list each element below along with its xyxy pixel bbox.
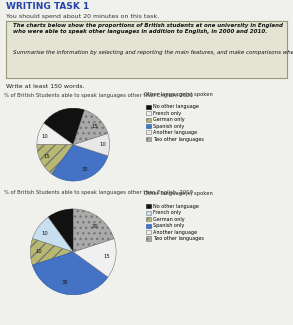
Wedge shape	[33, 252, 108, 295]
Text: 15: 15	[92, 124, 98, 129]
Wedge shape	[52, 145, 108, 181]
Text: Summarise the information by selecting and reporting the main features, and make: Summarise the information by selecting a…	[13, 49, 293, 55]
Wedge shape	[37, 145, 73, 174]
Wedge shape	[37, 123, 73, 145]
Text: Write at least 150 words.: Write at least 150 words.	[6, 84, 84, 89]
Text: You should spend about 20 minutes on this task.: You should spend about 20 minutes on thi…	[6, 14, 159, 19]
Text: WRITING TASK 1: WRITING TASK 1	[6, 2, 89, 11]
Text: 30: 30	[81, 167, 88, 172]
Text: 20: 20	[58, 117, 65, 122]
Text: 10: 10	[42, 134, 48, 139]
Legend: No other language, French only, German only, Spanish only, Another language, Two: No other language, French only, German o…	[146, 104, 204, 142]
Wedge shape	[73, 110, 108, 145]
Text: 10: 10	[57, 220, 64, 225]
Text: Other language(s) spoken: Other language(s) spoken	[144, 191, 212, 196]
Text: 35: 35	[62, 280, 69, 285]
Text: 20: 20	[91, 224, 98, 229]
Wedge shape	[33, 217, 73, 252]
Text: % of British Students able to speak languages other than English, 2010: % of British Students able to speak lang…	[4, 190, 193, 195]
Text: % of British Students able to speak languages other than English, 2000: % of British Students able to speak lang…	[4, 93, 193, 97]
Text: The charts below show the proportions of British students at one university in E: The charts below show the proportions of…	[13, 23, 283, 34]
Text: 10: 10	[36, 249, 42, 254]
Text: 15: 15	[104, 254, 110, 259]
Wedge shape	[44, 108, 84, 145]
Text: 15: 15	[43, 154, 50, 159]
Wedge shape	[73, 239, 116, 277]
Legend: No other language, French only, German only, Spanish only, Another language, Two: No other language, French only, German o…	[146, 204, 204, 241]
Wedge shape	[73, 133, 110, 156]
Wedge shape	[73, 209, 114, 252]
Text: Other language(s) spoken: Other language(s) spoken	[144, 92, 212, 97]
Wedge shape	[30, 239, 73, 265]
Wedge shape	[48, 209, 73, 252]
Text: 10: 10	[99, 142, 106, 147]
Text: 10: 10	[42, 231, 48, 236]
